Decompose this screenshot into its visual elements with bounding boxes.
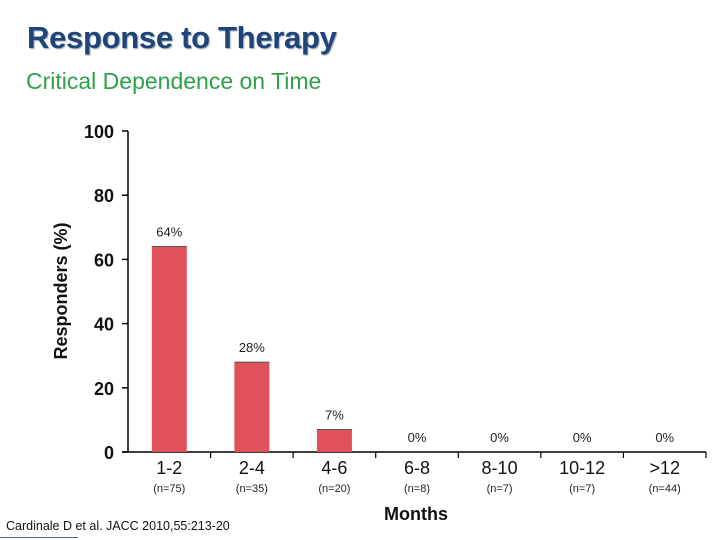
y-tick-label: 60 [94, 250, 114, 270]
sample-size-label: (n=75) [153, 483, 185, 495]
x-tick-label: 6-8 [404, 458, 430, 478]
sample-size-label: (n=44) [649, 483, 681, 495]
y-tick-label: 100 [84, 122, 114, 142]
x-tick-label: 10-12 [559, 458, 605, 478]
y-tick-label: 40 [94, 315, 114, 335]
data-label: 0% [573, 430, 592, 445]
x-tick-label: >12 [649, 458, 680, 478]
data-label: 0% [408, 430, 427, 445]
slide-title: Response to Therapy [27, 20, 337, 55]
sample-size-label: (n=7) [487, 483, 513, 495]
x-tick-label: 8-10 [482, 458, 518, 478]
bar-2-4 [234, 362, 270, 452]
bar-4-6 [316, 429, 352, 452]
sample-size-label: (n=20) [318, 483, 350, 495]
x-tick-label: 2-4 [239, 458, 265, 478]
y-tick-label: 20 [94, 379, 114, 399]
x-tick-label: 1-2 [156, 458, 182, 478]
data-label: 64% [156, 225, 182, 240]
slide-subtitle: Critical Dependence on Time [26, 68, 322, 94]
x-tick-label: 4-6 [321, 458, 347, 478]
sample-size-label: (n=7) [569, 483, 595, 495]
citation-text: Cardinale D et al. JACC 2010,55:213-20 [6, 519, 230, 533]
sample-size-label: (n=35) [236, 483, 268, 495]
y-tick-label: 0 [104, 443, 114, 463]
y-tick-label: 80 [94, 186, 114, 206]
data-label: 0% [655, 430, 674, 445]
y-axis-title: Responders (%) [51, 222, 71, 359]
data-label: 7% [325, 408, 344, 423]
data-label: 28% [239, 340, 265, 355]
bar-1-2 [151, 246, 187, 452]
sample-size-label: (n=8) [404, 483, 430, 495]
data-label: 0% [490, 430, 509, 445]
citation-underline [0, 537, 78, 538]
x-axis-title: Months [384, 504, 448, 524]
